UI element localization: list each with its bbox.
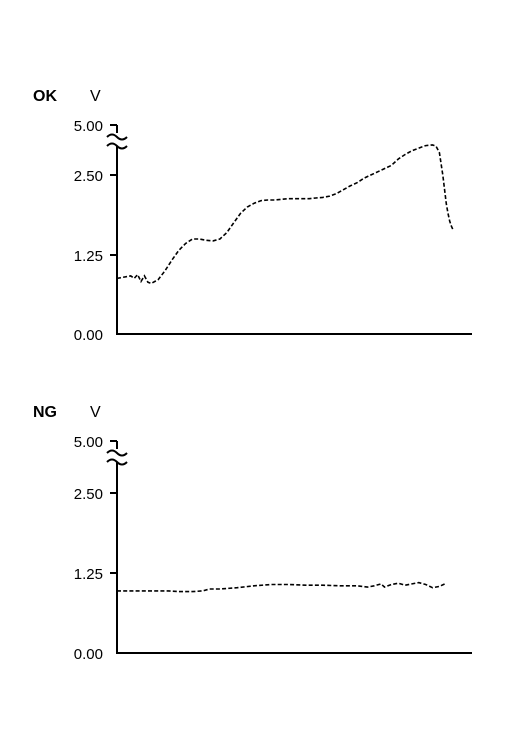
axis-break-ng: [106, 449, 128, 466]
y-tick-label-2-50: 2.50: [74, 168, 103, 185]
series-line-ng: [117, 581, 447, 593]
unit-label-ok: V: [90, 88, 101, 105]
y-tick-label-1-25: 1.25: [74, 248, 103, 265]
chart-panel-ng: NG V 5.00 2.50 1.25 0.00: [33, 404, 472, 663]
unit-label-ng: V: [90, 404, 101, 421]
panel-label-ng: NG: [33, 404, 57, 421]
panel-label-ok: OK: [33, 88, 57, 105]
y-tick-label-1-25: 1.25: [74, 566, 103, 583]
y-tick-label-0-00: 0.00: [74, 646, 103, 663]
axis-lines-ok: [116, 125, 472, 335]
series-line-ok: [116, 144, 454, 285]
y-tick-label-5-00: 5.00: [74, 434, 103, 451]
chart-panel-ok: OK V 5.00 2.50 1.25 0.00: [33, 88, 472, 344]
y-tick-label-2-50: 2.50: [74, 486, 103, 503]
y-ticks-ng: [110, 440, 117, 574]
axis-lines-ng: [116, 441, 472, 654]
axis-break-ok: [106, 133, 128, 150]
y-tick-label-0-00: 0.00: [74, 327, 103, 344]
y-ticks-ok: [110, 124, 117, 256]
y-tick-label-5-00: 5.00: [74, 118, 103, 135]
